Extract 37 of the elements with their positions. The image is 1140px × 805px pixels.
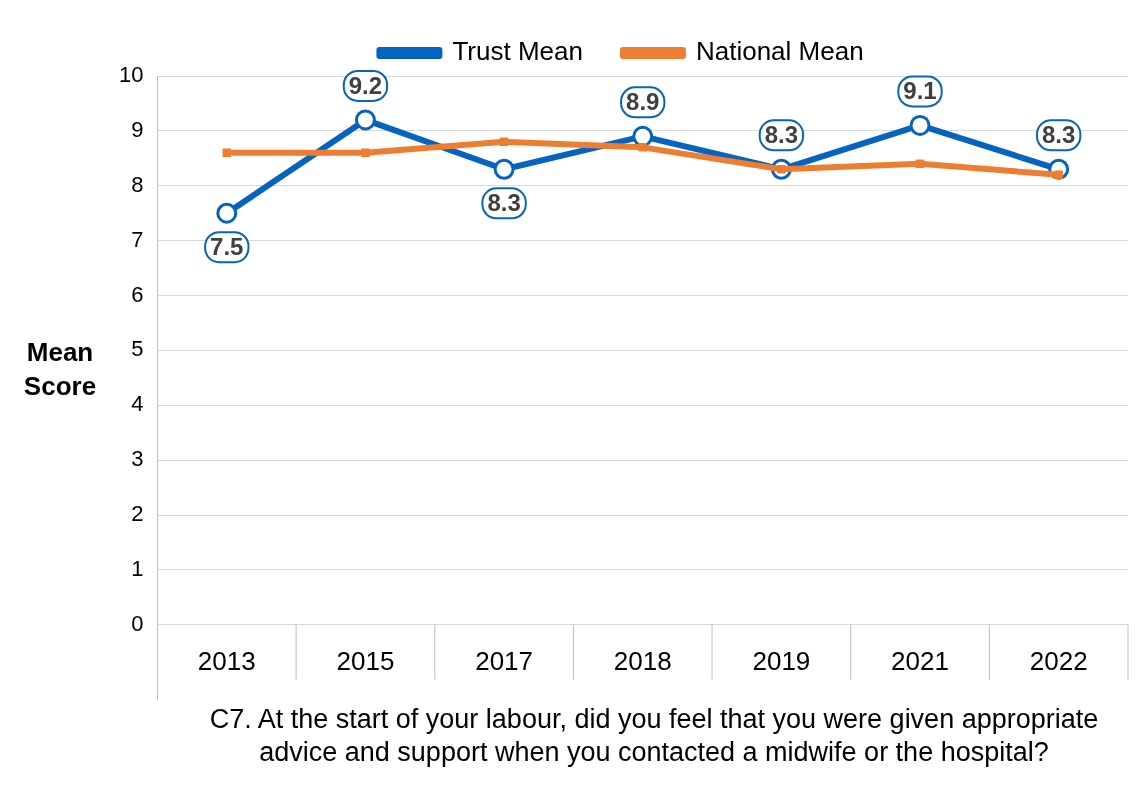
y-tick-label: 3	[131, 446, 144, 472]
data-label: 9.2	[348, 71, 383, 99]
data-label: 8.9	[626, 87, 660, 115]
y-tick-label: 6	[131, 281, 144, 307]
legend-label: National Mean	[695, 36, 864, 67]
y-tick-label: 9	[131, 116, 144, 142]
y-tick-label: 1	[131, 555, 144, 581]
x-tick-label: 2017	[475, 645, 534, 676]
y-tick-label: 7	[131, 226, 144, 252]
data-label: 8.3	[1041, 120, 1076, 148]
point	[361, 148, 370, 158]
point	[493, 158, 515, 180]
y-tick-label: 10	[118, 62, 144, 88]
y-tick-label: 2	[131, 501, 144, 527]
x-tick-label: 2015	[336, 645, 395, 676]
point	[1054, 170, 1063, 180]
data-label: 9.1	[903, 77, 937, 105]
point	[638, 143, 647, 152]
point	[216, 202, 238, 224]
x-tick-label: 2013	[197, 645, 256, 676]
x-axis-title: C7. At the start of your labour, did you feel that you were given appropriate advice and support when you contacted a midwife or the hospital?	[208, 703, 1100, 769]
y-axis-title: Mean Score	[22, 336, 98, 403]
x-tick-label: 2019	[752, 645, 811, 676]
y-tick-label: 5	[131, 336, 144, 362]
x-tick-label: 2018	[613, 645, 672, 676]
y-tick-label: 4	[131, 391, 144, 417]
data-label: 8.3	[487, 188, 521, 216]
point	[909, 114, 931, 136]
x-tick-label: 2021	[891, 645, 949, 676]
data-label: 7.5	[210, 232, 244, 260]
y-tick-label: 0	[131, 610, 144, 636]
data-label: 8.3	[764, 120, 799, 148]
point	[354, 109, 376, 131]
point	[632, 125, 654, 147]
legend-label: Trust Mean	[452, 36, 583, 67]
x-tick-label: 2022	[1029, 645, 1088, 676]
y-tick-label: 8	[131, 171, 144, 197]
